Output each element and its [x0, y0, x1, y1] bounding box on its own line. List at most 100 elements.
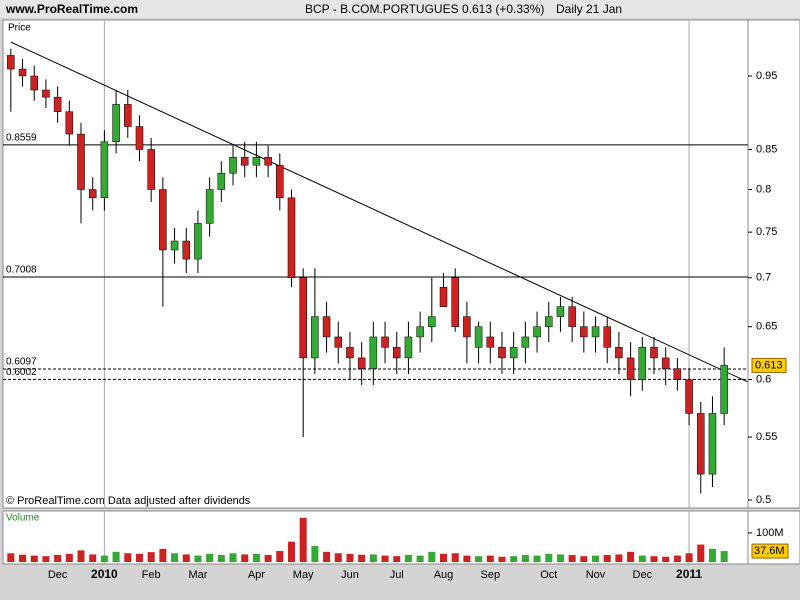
candle-body: [416, 326, 424, 338]
volume-bar: [521, 555, 529, 562]
candle-body: [53, 96, 62, 112]
volume-bar: [276, 550, 284, 562]
candle-body: [357, 357, 366, 369]
last-price-box: [751, 357, 787, 373]
x-tick-label: Aug: [434, 569, 454, 581]
volume-bar: [194, 555, 202, 562]
price-axis-panel: [747, 19, 800, 509]
volume-bar: [603, 555, 611, 562]
volume-bar: [19, 554, 27, 562]
volume-bar: [229, 553, 237, 562]
volume-bar: [369, 554, 377, 562]
candle-body: [287, 197, 296, 278]
candle-body: [112, 104, 120, 142]
candle-body: [252, 157, 261, 166]
candle-body: [428, 316, 436, 327]
volume-bar: [77, 550, 85, 562]
y-label: Price: [8, 23, 31, 34]
x-tick-label: 2011: [676, 567, 702, 581]
x-tick-label: 2010: [91, 567, 118, 581]
volume-bar: [440, 553, 448, 562]
x-tick-label: Dec: [633, 569, 653, 581]
volume-bar: [287, 541, 295, 562]
candle-body: [486, 336, 495, 348]
candle-body: [369, 336, 378, 369]
symbol: BCP - B.COM.PORTUGUES: [305, 2, 459, 16]
candle-body: [194, 223, 202, 260]
volume-bar: [299, 517, 307, 562]
volume-bar: [171, 553, 179, 562]
volume-bar: [135, 553, 143, 562]
price-panel: [2, 19, 749, 509]
volume-bar: [638, 555, 646, 562]
candle-body: [334, 336, 343, 348]
volume-bar: [568, 555, 576, 562]
candle-body: [42, 89, 50, 98]
candle-body: [159, 189, 167, 251]
level-label: 0.7008: [6, 265, 37, 276]
volume-bar: [510, 556, 518, 562]
y-tick-label: 0.95: [756, 70, 777, 82]
volume-bar: [463, 555, 471, 562]
candle-body: [509, 347, 518, 359]
candle-body: [124, 104, 132, 127]
x-tick-label: Mar: [188, 569, 207, 581]
candle-body: [626, 357, 635, 380]
candle-body: [474, 326, 483, 348]
candle-body: [638, 347, 647, 380]
level-label: 0.6097: [6, 357, 37, 368]
volume-bar: [381, 555, 389, 562]
volume-bar: [650, 556, 658, 562]
volume-bar: [615, 554, 623, 562]
volume-bar: [217, 555, 225, 562]
candle-body: [591, 326, 600, 338]
candle-body: [381, 336, 389, 348]
volume-bar: [30, 555, 38, 562]
y-tick-label: 0.6: [756, 373, 771, 385]
candle-body: [580, 326, 588, 338]
volume-bar: [451, 553, 459, 562]
candle-body: [135, 126, 144, 150]
level-label: 0.6002: [6, 367, 37, 378]
volume-bar: [592, 555, 600, 562]
volume-bar: [533, 555, 541, 562]
y-tick-label: 0.8: [756, 183, 771, 195]
candle-body: [322, 316, 331, 338]
candle-body: [229, 157, 237, 174]
volume-bar: [100, 555, 108, 562]
candle-body: [240, 157, 249, 166]
x-tick-label: May: [293, 569, 314, 581]
volume-bar: [498, 556, 506, 562]
candle-body: [568, 306, 576, 327]
volume-bar: [241, 554, 249, 562]
volume-bar: [65, 553, 73, 562]
volume-bar: [697, 544, 705, 562]
candle-body: [498, 347, 506, 359]
candle-body: [311, 316, 319, 359]
candle-body: [205, 189, 214, 224]
candle-body: [544, 316, 553, 327]
volume-bar: [708, 548, 716, 562]
candle-body: [392, 347, 401, 359]
candle-body: [299, 277, 307, 359]
candle-body: [697, 413, 705, 475]
volume-label: Volume: [6, 513, 40, 524]
candle-body: [556, 306, 565, 317]
volume-bar: [556, 554, 564, 562]
y-tick-label: 0.5: [756, 494, 771, 506]
last-volume: 37.6M: [754, 545, 785, 557]
x-tick-label: Apr: [248, 569, 265, 581]
volume-bar: [182, 554, 190, 562]
x-tick-label: Sep: [480, 569, 500, 581]
candle-body: [276, 164, 284, 199]
volume-bar: [334, 553, 342, 562]
volume-bar: [627, 551, 635, 562]
volume-bar: [252, 553, 260, 562]
candle-body: [615, 347, 623, 359]
candle-body: [661, 357, 670, 369]
y-tick-label: 0.75: [756, 226, 777, 238]
volume-bar: [673, 555, 681, 562]
y-tick-label: 0.65: [756, 321, 777, 333]
